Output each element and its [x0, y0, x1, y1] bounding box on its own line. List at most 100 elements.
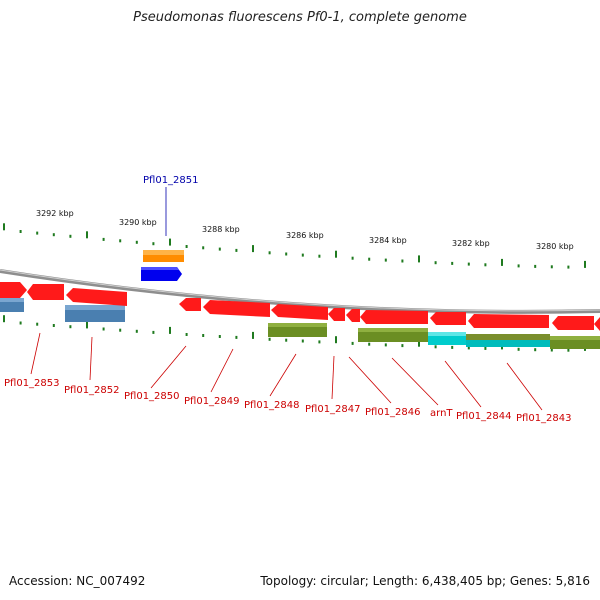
tick-mark [534, 348, 537, 352]
tick-mark [401, 344, 404, 348]
gene-label[interactable]: Pfl01_2852 [64, 385, 120, 396]
gene-label[interactable]: arnT [430, 408, 453, 419]
tick-mark [36, 231, 39, 235]
tick-mark [218, 335, 221, 338]
tick-mark [235, 248, 238, 252]
tick-mark [517, 347, 520, 351]
tick-mark [86, 321, 88, 329]
tick-mark [584, 260, 586, 268]
inner-tick-ring [3, 315, 586, 352]
accession-text: Accession: NC_007492 [9, 574, 146, 588]
tick-mark [52, 233, 55, 237]
tick-mark [19, 321, 22, 325]
tick-mark [19, 230, 22, 233]
tick-mark [152, 242, 155, 246]
tick-mark [467, 262, 470, 266]
tick-mark [102, 327, 105, 331]
outer-tick-ring [3, 223, 586, 269]
tick-mark [351, 256, 354, 260]
tick-mark [268, 337, 271, 341]
tick-mark [434, 261, 437, 265]
scale-label: 3288 kbp [202, 225, 240, 234]
gene-label[interactable]: Pfl01_2850 [124, 391, 180, 402]
tick-mark [434, 345, 437, 349]
label-leader-lines [30, 332, 543, 411]
tick-mark [119, 239, 122, 243]
scale-label: 3280 kbp [536, 242, 574, 251]
tick-mark [501, 258, 503, 266]
tick-mark [69, 234, 72, 238]
tick-mark [36, 322, 39, 326]
tick-mark [318, 254, 321, 258]
tick-mark [384, 258, 387, 262]
tick-mark [185, 245, 188, 248]
tick-mark [252, 331, 254, 339]
tick-mark [3, 223, 5, 231]
tick-mark [401, 259, 404, 263]
tick-mark [368, 342, 371, 346]
genome-summary-text: Topology: circular; Length: 6,438,405 bp… [260, 574, 590, 588]
tick-mark [202, 334, 205, 337]
tick-mark [335, 336, 337, 344]
tick-mark [202, 246, 205, 250]
scale-label: 3286 kbp [286, 231, 324, 240]
feature-pfl01-2851[interactable] [141, 250, 184, 281]
gene-label[interactable]: Pfl01_2846 [365, 407, 421, 418]
tick-mark [418, 255, 420, 263]
tick-mark [534, 264, 537, 268]
map-title: Pseudomonas fluorescens Pf0-1, complete … [133, 10, 467, 25]
tick-mark [301, 253, 304, 257]
tick-mark [301, 339, 304, 343]
tick-mark [285, 252, 288, 256]
tick-mark [52, 324, 55, 327]
tick-mark [567, 265, 570, 269]
tick-mark [135, 329, 138, 333]
tick-mark [152, 330, 155, 334]
highlight-gene-label[interactable]: Pfl01_2851 [143, 175, 199, 186]
forward-genes-left[interactable] [0, 282, 127, 306]
tick-mark [119, 328, 122, 332]
tick-mark [3, 315, 5, 323]
tick-mark [451, 261, 454, 265]
feature-olive-row[interactable] [268, 323, 600, 349]
scale-label: 3292 kbp [36, 209, 74, 218]
tick-mark [135, 240, 138, 244]
gene-labels: Pfl01_2853 Pfl01_2852 Pfl01_2850 Pfl01_2… [4, 378, 572, 424]
tick-mark [484, 263, 487, 267]
gene-label[interactable]: Pfl01_2848 [244, 400, 300, 411]
tick-mark [169, 326, 171, 334]
tick-mark [252, 245, 254, 253]
tick-mark [335, 250, 337, 258]
gene-label[interactable]: Pfl01_2843 [516, 413, 572, 424]
gene-label[interactable]: Pfl01_2847 [305, 404, 361, 415]
tick-mark [484, 346, 487, 350]
tick-mark [69, 325, 72, 329]
tick-mark [467, 346, 470, 350]
tick-mark [451, 345, 454, 349]
tick-mark [550, 348, 553, 352]
gene-label[interactable]: Pfl01_2849 [184, 396, 240, 407]
tick-mark [102, 237, 105, 241]
tick-mark [268, 251, 271, 255]
tick-mark [285, 338, 288, 342]
tick-mark [517, 264, 520, 268]
scale-label: 3284 kbp [369, 236, 407, 245]
genome-backbone [0, 269, 600, 314]
tick-mark [567, 348, 570, 352]
tick-mark [368, 257, 371, 261]
scale-label: 3290 kbp [119, 218, 157, 227]
tick-mark [218, 247, 221, 251]
gene-arrows-row[interactable] [179, 298, 600, 331]
tick-mark [418, 339, 420, 347]
scale-label: 3282 kbp [452, 239, 490, 248]
gene-label[interactable]: Pfl01_2844 [456, 411, 512, 422]
tick-mark [318, 340, 321, 344]
gene-label[interactable]: Pfl01_2853 [4, 378, 60, 389]
tick-mark [384, 343, 387, 347]
tick-mark [351, 341, 354, 345]
tick-mark [169, 238, 171, 246]
scale-labels: 3292 kbp 3290 kbp 3288 kbp 3286 kbp 3284… [36, 209, 574, 251]
tick-mark [185, 333, 188, 336]
feature-steel-left[interactable] [0, 298, 125, 322]
